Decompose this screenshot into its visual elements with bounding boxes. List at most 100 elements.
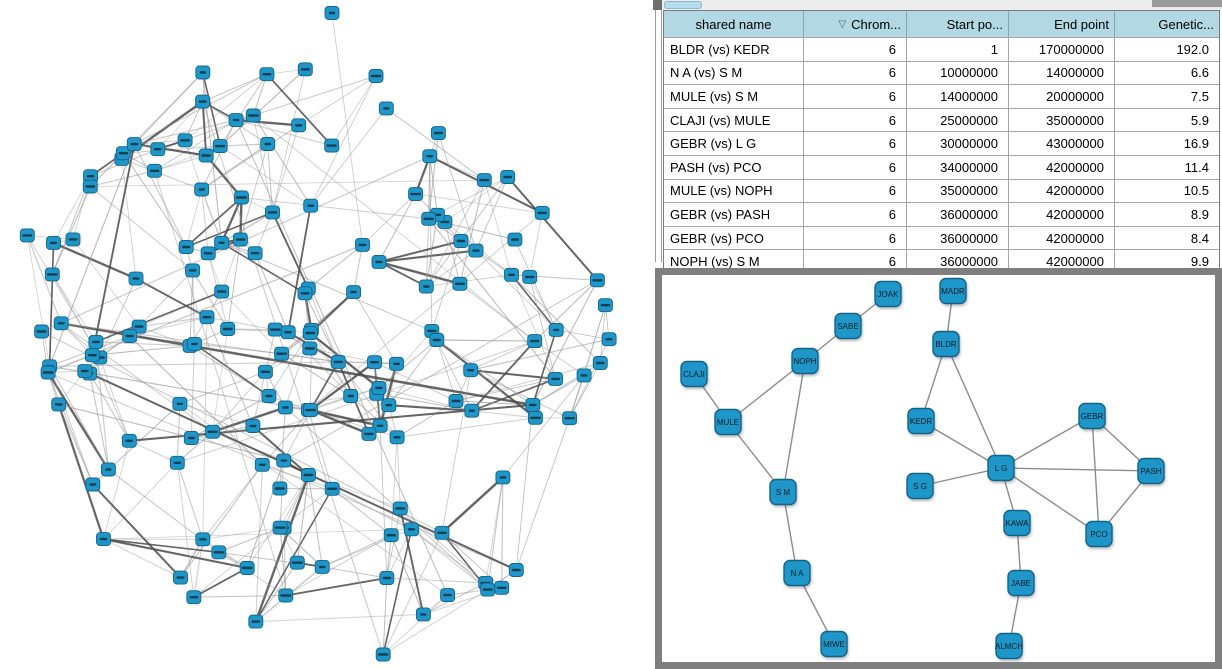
edge[interactable] xyxy=(515,404,534,571)
node[interactable] xyxy=(65,232,81,247)
edge[interactable] xyxy=(90,179,485,187)
edge[interactable] xyxy=(386,508,401,579)
edge[interactable] xyxy=(475,176,509,251)
node-MULE[interactable]: MULE xyxy=(714,408,742,436)
node-NOPH[interactable]: NOPH xyxy=(791,347,819,375)
node[interactable] xyxy=(495,470,511,485)
cell-shared-name[interactable]: MULE (vs) S M xyxy=(664,85,804,108)
node[interactable] xyxy=(121,433,137,448)
node[interactable] xyxy=(199,310,215,325)
edge[interactable] xyxy=(310,108,387,207)
cell-end-point[interactable]: 42000000 xyxy=(1009,203,1115,226)
edge[interactable] xyxy=(255,488,333,622)
edge[interactable] xyxy=(388,404,472,412)
edge[interactable] xyxy=(471,340,536,412)
cell-genetic[interactable]: 192.0 xyxy=(1176,41,1209,57)
edge[interactable] xyxy=(129,440,178,464)
node[interactable] xyxy=(303,403,318,418)
cell-start-point[interactable]: 30000000 xyxy=(907,132,1009,155)
edge[interactable] xyxy=(26,235,62,324)
edge-LG-PASH[interactable] xyxy=(1000,467,1152,472)
node[interactable] xyxy=(205,424,221,439)
table-row[interactable]: GEBR (vs) PASH 6 36000000 42000000 8.9 xyxy=(664,202,1219,226)
node[interactable] xyxy=(122,329,138,343)
node[interactable] xyxy=(195,532,211,547)
cell-start-point[interactable]: 35000000 xyxy=(907,179,1009,203)
edge[interactable] xyxy=(556,329,610,340)
edge[interactable] xyxy=(475,250,557,331)
node[interactable] xyxy=(301,468,316,482)
cell-shared-name[interactable]: N A (vs) S M xyxy=(664,61,804,85)
edge[interactable] xyxy=(180,464,263,578)
node[interactable] xyxy=(302,341,318,356)
edge[interactable] xyxy=(583,305,606,376)
node[interactable] xyxy=(84,348,100,363)
table-row[interactable]: GEBR (vs) PCO 6 36000000 42000000 8.4 xyxy=(664,225,1219,250)
edge[interactable] xyxy=(60,322,534,407)
edge[interactable] xyxy=(569,375,585,419)
edge[interactable] xyxy=(201,101,208,156)
node[interactable] xyxy=(500,170,516,184)
node-NA[interactable]: N A xyxy=(783,559,811,587)
edge[interactable] xyxy=(390,534,424,615)
node[interactable] xyxy=(34,324,50,339)
edge[interactable] xyxy=(134,139,186,145)
edge[interactable] xyxy=(103,538,248,570)
edge[interactable] xyxy=(122,152,187,248)
node[interactable] xyxy=(562,411,578,426)
edge[interactable] xyxy=(193,567,248,598)
cell-chromosome[interactable]: 6 xyxy=(804,226,907,250)
edge[interactable] xyxy=(219,68,306,147)
node-GEBR[interactable]: GEBR xyxy=(1078,402,1106,430)
edge[interactable] xyxy=(396,400,457,438)
node[interactable] xyxy=(88,334,104,349)
edge[interactable] xyxy=(206,317,254,427)
edge[interactable] xyxy=(185,189,203,248)
edge[interactable] xyxy=(51,186,91,275)
edge[interactable] xyxy=(52,274,97,343)
node[interactable] xyxy=(367,355,382,370)
edge[interactable] xyxy=(89,186,193,271)
edge[interactable] xyxy=(57,404,105,540)
edge[interactable] xyxy=(529,212,543,277)
edge[interactable] xyxy=(103,462,178,540)
cell-shared-name[interactable]: MULE (vs) NOPH xyxy=(664,179,804,203)
node[interactable] xyxy=(371,254,387,269)
edge[interactable] xyxy=(134,119,237,145)
node[interactable] xyxy=(228,113,244,128)
cell-end-point[interactable]: 42000000 xyxy=(1009,155,1115,179)
edge[interactable] xyxy=(91,143,136,356)
edge[interactable] xyxy=(285,577,387,597)
edge[interactable] xyxy=(49,361,339,367)
cell-genetic[interactable]: 9.9 xyxy=(1190,254,1209,270)
node[interactable] xyxy=(589,273,605,288)
node[interactable] xyxy=(214,235,230,250)
edge[interactable] xyxy=(134,143,207,157)
edge[interactable] xyxy=(296,474,310,563)
edge[interactable] xyxy=(138,326,191,347)
node[interactable] xyxy=(429,333,445,347)
edge[interactable] xyxy=(309,361,376,412)
edge[interactable] xyxy=(425,250,477,287)
cell-shared-name[interactable]: GEBR (vs) L G xyxy=(664,132,804,155)
node[interactable] xyxy=(418,279,434,294)
cell-chromosome[interactable]: 6 xyxy=(804,203,907,226)
edge[interactable] xyxy=(470,340,535,371)
column-header-genetic[interactable]: Genetic... xyxy=(1158,16,1214,32)
node[interactable] xyxy=(247,246,263,261)
cell-chromosome[interactable]: 6 xyxy=(804,85,907,108)
edge[interactable] xyxy=(459,179,485,284)
node[interactable] xyxy=(280,325,296,340)
column-header-start-point[interactable]: Start po... xyxy=(907,11,1009,37)
edge[interactable] xyxy=(95,290,222,343)
cell-end-point[interactable]: 170000000 xyxy=(1009,38,1115,61)
cell-end-point[interactable]: 35000000 xyxy=(1009,108,1115,132)
edge[interactable] xyxy=(529,276,556,379)
edge[interactable] xyxy=(510,274,557,331)
node[interactable] xyxy=(185,263,201,278)
node-LG[interactable]: L G xyxy=(987,454,1015,482)
edge-NOPH-SM[interactable] xyxy=(782,360,806,493)
table-row[interactable]: MULE (vs) NOPH 6 35000000 42000000 10.5 xyxy=(664,178,1219,203)
edge[interactable] xyxy=(455,400,533,406)
node-ALMCH[interactable]: ALMCH xyxy=(995,632,1023,660)
